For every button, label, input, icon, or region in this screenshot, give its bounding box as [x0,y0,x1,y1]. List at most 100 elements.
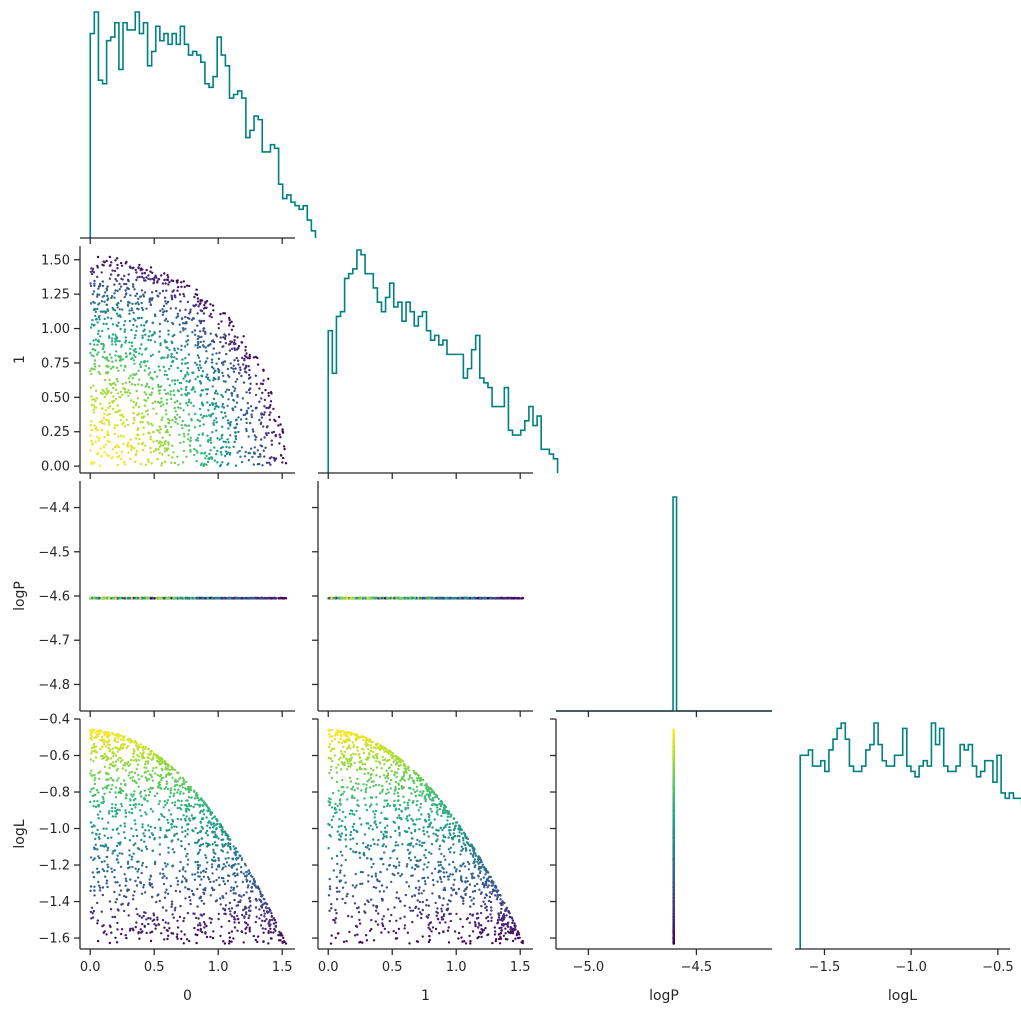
scatter-point [189,401,193,404]
scatter-point [166,392,170,395]
scatter-point [241,397,245,400]
scatter-point [195,363,199,366]
scatter-point [136,317,140,320]
scatter-point [149,597,153,600]
scatter-point [150,393,153,397]
scatter-point [259,453,262,456]
scatter-point [270,912,273,915]
scatter-point [168,367,171,371]
scatter-point [196,340,200,344]
scatter-point [195,288,198,291]
scatter-point [163,310,166,313]
scatter-point [96,339,100,343]
scatter-point [235,356,238,360]
scatter-point [191,317,195,320]
scatter-point [219,340,222,344]
scatter-point [246,402,249,405]
scatter-points-x0-x1 [89,255,288,468]
scatter-point [224,904,228,907]
scatter-point [145,320,149,323]
scatter-point [206,861,209,864]
scatter-point [165,398,169,401]
scatter-point [169,393,172,396]
scatter-point [254,374,257,377]
scatter-point [234,435,238,438]
scatter-point [185,401,188,405]
scatter-point [118,748,122,751]
scatter-point [248,357,251,360]
scatter-point [161,313,164,317]
scatter-point [228,446,231,449]
scatter-point [279,423,282,426]
scatter-point [149,438,152,441]
scatter-point [265,597,268,600]
scatter-point [114,359,118,362]
scatter-point [145,813,148,816]
scatter-point [184,373,187,377]
scatter-point [236,929,239,932]
scatter-point [143,763,147,766]
scatter-point [244,345,247,349]
scatter-point [108,423,111,426]
scatter-point [164,409,168,412]
scatter-point [111,784,114,787]
scatter-point [244,450,247,454]
scatter-point [278,442,281,445]
scatter-point [133,288,136,291]
scatter-point [169,390,172,393]
scatter-point [169,884,172,888]
scatter-point [141,272,144,275]
scatter-point [166,346,169,350]
scatter-point [131,373,134,376]
scatter-point [262,413,266,416]
scatter-point [105,387,108,390]
scatter-point [198,330,202,333]
scatter-point [102,346,105,349]
scatter-point [143,324,146,327]
scatter-point [166,799,170,802]
scatter-point [233,389,236,393]
scatter-point [190,889,194,893]
scatter-point [199,393,202,396]
scatter-point [224,415,227,418]
scatter-point [272,407,275,411]
scatter-point [207,409,210,412]
scatter-point [363,597,366,600]
scatter-point [281,430,284,433]
scatter-point [514,597,517,600]
scatter-point [96,828,99,832]
scatter-point [163,447,167,450]
scatter-point [95,353,99,356]
scatter-point [114,289,117,292]
scatter-point [186,852,189,856]
scatter-point [127,441,130,445]
scatter-point [124,364,127,368]
scatter-point [264,446,267,449]
scatter-point [225,388,229,391]
scatter-point [89,856,93,859]
scatter-point [208,403,212,407]
scatter-point [234,380,237,383]
scatter-point [104,291,107,294]
scatter-point [114,350,118,353]
scatter-point [182,292,185,296]
scatter-point [202,414,206,418]
scatter-point [101,263,104,266]
scatter-point [163,450,167,453]
scatter-point [249,447,253,450]
scatter-point [118,282,121,286]
scatter-point [153,370,157,374]
scatter-point [108,353,112,356]
scatter-point [157,277,160,281]
scatter-point [158,389,162,392]
scatter-point [103,834,106,837]
scatter-point [173,416,177,419]
scatter-point [116,392,120,395]
scatter-point [184,315,187,319]
scatter-point [115,324,118,327]
scatter-point [261,597,264,600]
scatter-point [216,449,219,453]
scatter-point [160,400,163,403]
scatter-point [242,381,246,384]
scatter-point [143,840,146,843]
